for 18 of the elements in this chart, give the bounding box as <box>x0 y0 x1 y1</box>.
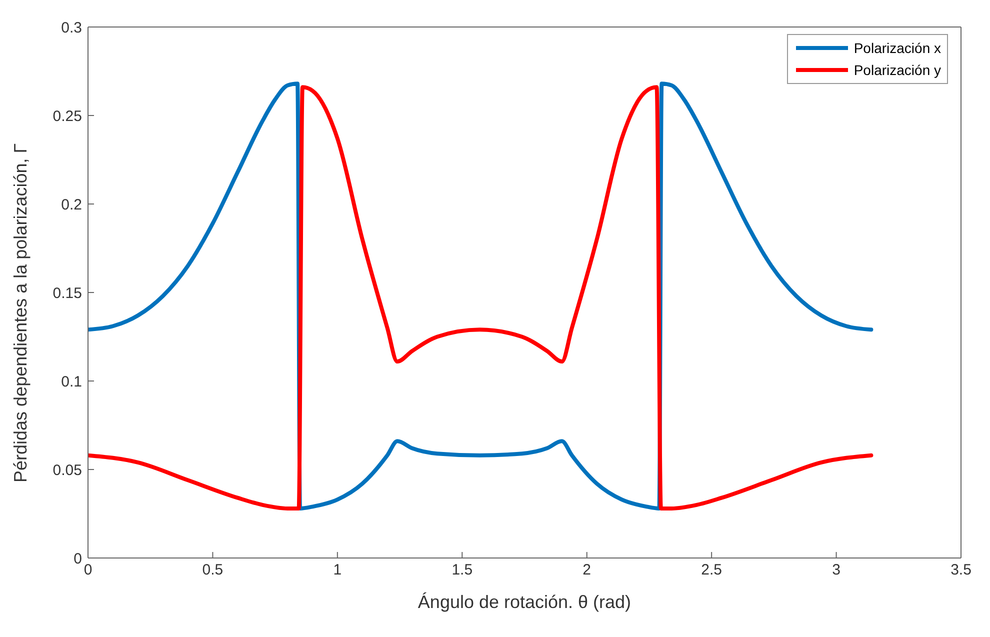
y-tick-label: 0 <box>74 550 82 568</box>
y-tick-label: 0.2 <box>61 196 82 214</box>
x-tick-label: 1 <box>333 562 342 579</box>
x-tick-label: 1.5 <box>452 562 473 579</box>
y-tick-label: 0.1 <box>61 373 82 390</box>
y-axis-title: Pérdidas dependientes a la polarización, Γ <box>10 143 30 482</box>
y-tick-label: 0.15 <box>52 284 82 302</box>
y-tick-label: 0.25 <box>52 108 82 125</box>
x-tick-label: 2.5 <box>701 562 722 579</box>
x-tick-label: 3 <box>832 562 840 579</box>
legend-label: Polarización x <box>854 39 941 58</box>
y-tick-label: 0.05 <box>52 462 82 479</box>
x-tick-label: 2 <box>582 562 592 579</box>
x-axis-title: Ángulo de rotación. θ (rad) <box>418 592 632 612</box>
x-tick-label: 0.5 <box>202 562 224 579</box>
x-tick-label: 3.5 <box>950 562 972 579</box>
legend-label: Polarización y <box>854 61 941 80</box>
y-tick-label: 0.3 <box>61 19 82 36</box>
